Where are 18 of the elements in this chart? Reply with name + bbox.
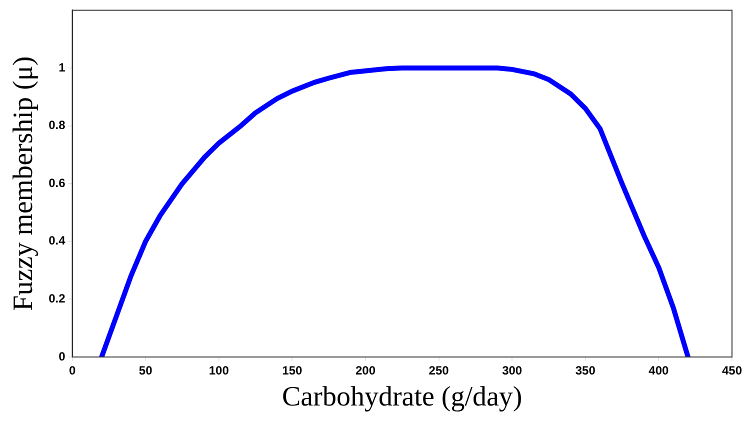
y-tick-label: 0.6 xyxy=(48,176,66,190)
y-tick-label: 0 xyxy=(58,349,66,364)
y-tick-label: 0.2 xyxy=(48,292,66,306)
x-tick-label: 200 xyxy=(355,364,376,378)
x-tick-label: 50 xyxy=(138,364,153,378)
x-tick-label: 350 xyxy=(575,364,596,378)
x-tick-label: 250 xyxy=(428,364,450,378)
x-tick-label: 450 xyxy=(722,364,742,378)
x-tick-label: 300 xyxy=(502,364,522,378)
y-tick-label: 0.8 xyxy=(48,118,66,132)
x-axis-title: Carbohydrate (g/day) xyxy=(282,382,522,413)
y-axis-title: Fuzzy membership (μ) xyxy=(8,56,40,311)
y-tick-label: 0.4 xyxy=(48,234,66,248)
x-tick-label: 100 xyxy=(208,364,230,378)
x-tick-label: 0 xyxy=(68,364,76,378)
y-tick-label: 1 xyxy=(58,60,66,74)
x-tick-label: 400 xyxy=(648,364,670,378)
x-tick-label: 150 xyxy=(282,364,303,378)
